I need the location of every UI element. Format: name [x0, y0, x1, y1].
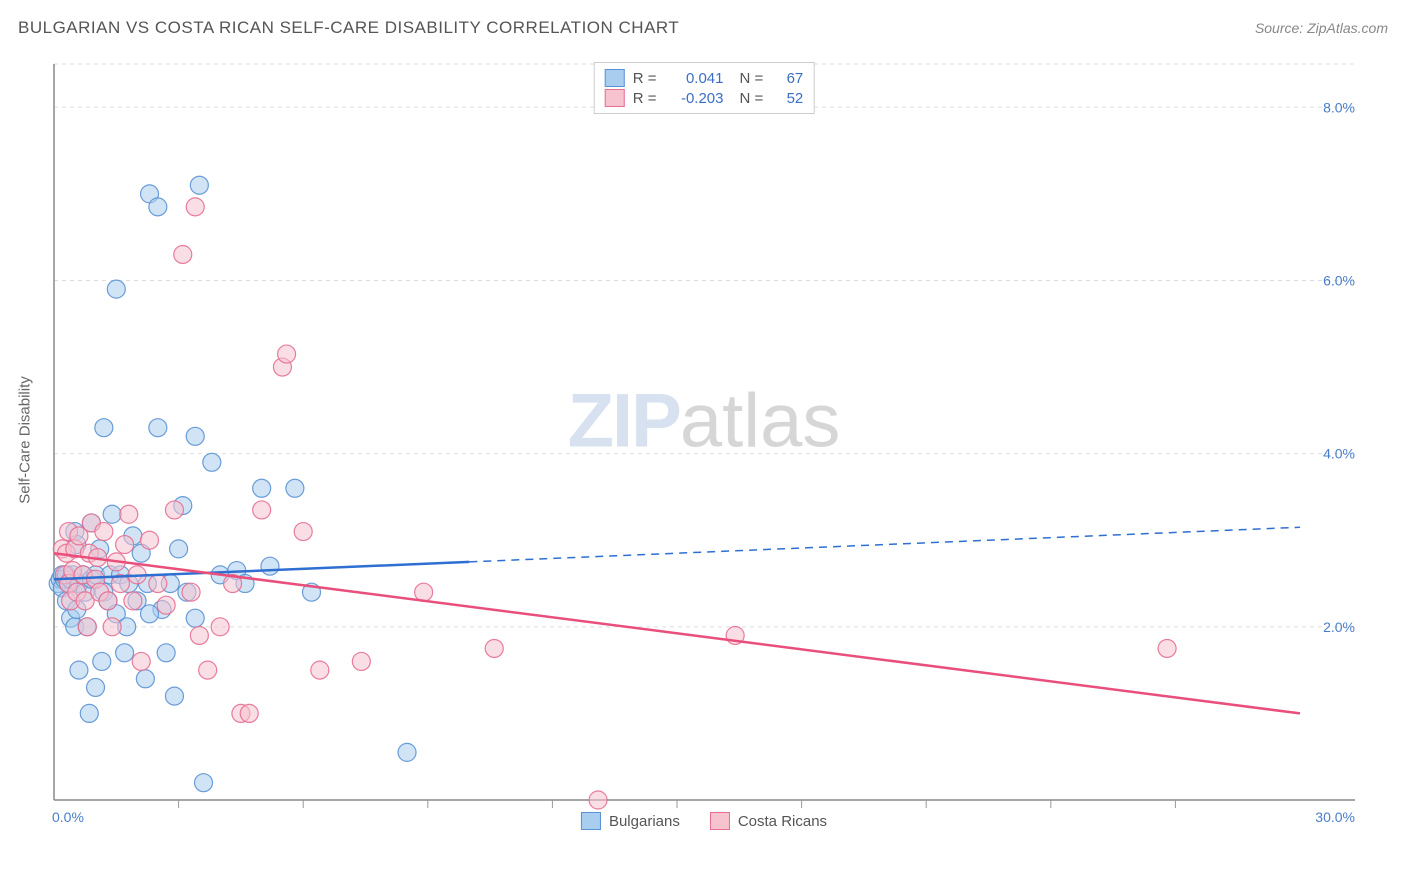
- swatch-costaricans: [605, 89, 625, 107]
- legend-item-costaricans: Costa Ricans: [710, 812, 827, 830]
- series-legend: Bulgarians Costa Ricans: [581, 812, 827, 830]
- svg-text:30.0%: 30.0%: [1315, 809, 1355, 825]
- legend-row-bulgarians: R = 0.041 N = 67: [605, 69, 804, 87]
- swatch-bulgarians-bottom: [581, 812, 601, 830]
- svg-text:0.0%: 0.0%: [52, 809, 84, 825]
- chart-title: BULGARIAN VS COSTA RICAN SELF-CARE DISAB…: [18, 18, 679, 38]
- source-attribution: Source: ZipAtlas.com: [1255, 20, 1388, 36]
- legend-row-costaricans: R = -0.203 N = 52: [605, 89, 804, 107]
- y-axis-label: Self-Care Disability: [17, 376, 34, 504]
- svg-text:2.0%: 2.0%: [1323, 619, 1355, 635]
- svg-text:6.0%: 6.0%: [1323, 272, 1355, 288]
- svg-text:8.0%: 8.0%: [1323, 99, 1355, 115]
- svg-text:4.0%: 4.0%: [1323, 446, 1355, 462]
- scatter-plot-svg: 2.0% 4.0% 6.0% 8.0% 0.0% 30.0%: [48, 58, 1360, 830]
- swatch-costaricans-bottom: [710, 812, 730, 830]
- correlation-legend: R = 0.041 N = 67 R = -0.203 N = 52: [594, 62, 815, 114]
- legend-item-bulgarians: Bulgarians: [581, 812, 680, 830]
- chart-plot-area: 2.0%4.0%6.0%8.0%0.0%30.0% ZIPatlas R = 0…: [48, 58, 1360, 830]
- swatch-bulgarians: [605, 69, 625, 87]
